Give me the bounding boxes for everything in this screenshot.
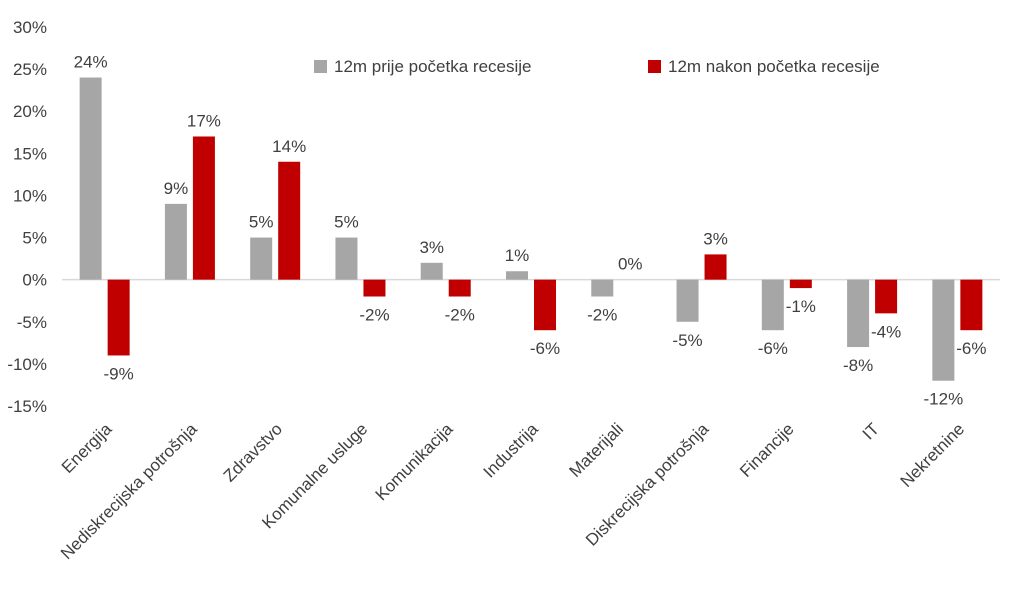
bar-after-10 [875,279,898,314]
bar-before-5 [420,262,443,280]
data-label-after-7: 0% [618,255,643,274]
x-category-label: Materijali [566,419,628,481]
data-label-before-5: 3% [419,238,444,257]
bar-before-11 [932,279,955,381]
data-label-after-11: -6% [956,339,986,358]
bar-before-7 [591,279,614,297]
data-label-before-10: -8% [843,356,873,375]
bar-before-4 [335,237,358,280]
data-label-after-8: 3% [703,229,728,248]
data-label-after-2: 17% [187,111,221,130]
bar-after-2 [192,136,215,280]
data-label-before-6: 1% [505,246,530,265]
bar-after-6 [534,279,556,331]
y-tick-label: 25% [13,60,47,79]
bar-after-5 [448,279,471,297]
data-label-after-1: -9% [104,364,134,383]
y-tick-label: 15% [13,144,47,163]
legend-swatch [314,60,327,73]
bar-before-9 [761,279,784,331]
bar-before-1 [79,77,102,280]
y-tick-label: 5% [22,229,47,248]
bars-group [79,77,983,381]
data-label-after-9: -1% [786,297,816,316]
data-label-before-11: -12% [924,390,964,409]
legend: 12m prije početka recesije 12m nakon poče… [314,57,880,76]
y-axis: 30% 25% 20% 15% 10% 5% 0% -5% -10% -15% [7,18,47,416]
y-tick-label: -10% [7,355,47,374]
x-category-label: Nekretnine [897,419,969,491]
bar-after-1 [107,279,130,356]
bar-before-2 [164,203,187,280]
bar-before-8 [676,279,699,322]
data-label-before-9: -6% [758,339,788,358]
data-label-after-4: -2% [359,306,389,325]
x-category-label: IT [859,419,883,443]
data-label-before-7: -2% [587,306,617,325]
y-tick-label: -15% [7,397,47,416]
x-category-label: Energija [58,419,116,477]
y-tick-label: 20% [13,102,47,121]
legend-label: 12m nakon početka recesije [668,57,880,76]
y-tick-label: 10% [13,186,47,205]
x-category-label: Zdravstvo [220,419,286,485]
data-label-before-1: 24% [74,53,108,72]
data-label-after-5: -2% [445,306,475,325]
bar-before-6 [506,271,528,280]
y-tick-label: 0% [22,271,47,290]
bar-after-8 [704,254,727,280]
y-tick-label: -5% [17,313,47,332]
data-label-after-3: 14% [272,137,306,156]
y-tick-label: 30% [13,18,47,37]
data-labels-group: 24% -9% 9% 17% 5% 14% 5% -2% 3% -2% 1% -6% -2% 0% -5% 3… [74,53,987,409]
bar-after-9 [789,279,812,289]
data-label-before-2: 9% [164,179,189,198]
bar-after-3 [278,161,301,280]
data-label-before-4: 5% [334,213,359,232]
x-category-label: Financije [736,419,798,481]
data-label-after-6: -6% [530,339,560,358]
data-label-before-3: 5% [249,213,274,232]
x-category-label: Nediskrecijska potrošnja [57,419,201,563]
bar-after-4 [363,279,386,297]
x-category-label: Industrija [480,419,543,482]
bar-before-3 [250,237,273,280]
data-label-before-8: -5% [672,331,702,350]
legend-label: 12m prije početka recesije [334,57,531,76]
data-label-after-10: -4% [871,322,901,341]
legend-swatch [648,60,661,73]
bar-before-10 [847,279,870,348]
x-category-label: Komunikacija [372,419,457,504]
bar-after-11 [960,279,983,331]
